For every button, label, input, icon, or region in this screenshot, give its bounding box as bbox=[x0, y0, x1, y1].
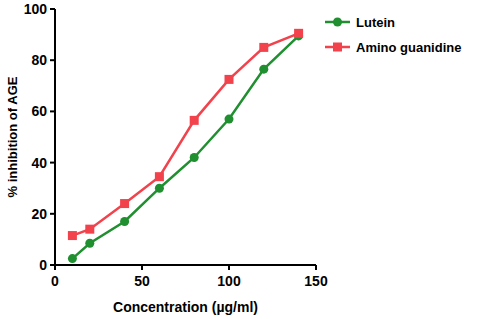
plot-area bbox=[68, 29, 303, 263]
x-tick-label: 100 bbox=[217, 273, 241, 289]
legend-marker bbox=[333, 43, 342, 52]
point bbox=[120, 199, 129, 208]
point bbox=[294, 29, 303, 38]
point bbox=[155, 172, 164, 181]
point bbox=[85, 239, 94, 248]
point bbox=[120, 217, 129, 226]
y-tick bbox=[50, 59, 55, 61]
point bbox=[259, 43, 268, 52]
x-tick bbox=[54, 265, 56, 270]
chart: 0 20 40 60 80 100 0 50 100 150 Concentration (µg/m… bbox=[0, 0, 480, 319]
y-tick-label: 100 bbox=[24, 1, 48, 17]
point bbox=[155, 184, 164, 193]
legend: Lutein Amino guanidine bbox=[325, 15, 461, 55]
legend-label: Amino guanidine bbox=[356, 40, 461, 55]
y-tick-label: 0 bbox=[39, 257, 47, 273]
point bbox=[225, 115, 234, 124]
x-tick-label: 50 bbox=[134, 273, 150, 289]
point bbox=[85, 225, 94, 234]
point bbox=[68, 254, 77, 263]
legend-marker bbox=[333, 18, 342, 27]
x-tick bbox=[141, 265, 143, 270]
legend-label: Lutein bbox=[356, 15, 395, 30]
x-tick bbox=[315, 265, 317, 270]
y-tick bbox=[50, 8, 55, 10]
y-tick bbox=[50, 213, 55, 215]
y-tick-label: 60 bbox=[31, 103, 47, 119]
x-tick-label: 0 bbox=[51, 273, 59, 289]
point bbox=[225, 75, 234, 84]
y-tick-label: 20 bbox=[31, 206, 47, 222]
point bbox=[190, 116, 199, 125]
x-tick-label: 150 bbox=[304, 273, 328, 289]
point bbox=[259, 65, 268, 74]
point bbox=[190, 153, 199, 162]
y-tick bbox=[50, 162, 55, 164]
x-tick bbox=[228, 265, 230, 270]
y-tick-label: 40 bbox=[31, 155, 47, 171]
y-axis bbox=[54, 9, 56, 265]
series-line bbox=[72, 36, 298, 259]
x-axis-label: Concentration (µg/ml) bbox=[113, 299, 258, 315]
y-axis-label: % inhibition of AGE bbox=[5, 76, 20, 197]
series-line bbox=[72, 33, 298, 235]
y-tick bbox=[50, 110, 55, 112]
y-tick-label: 80 bbox=[31, 52, 47, 68]
x-axis bbox=[55, 264, 316, 266]
point bbox=[68, 231, 77, 240]
